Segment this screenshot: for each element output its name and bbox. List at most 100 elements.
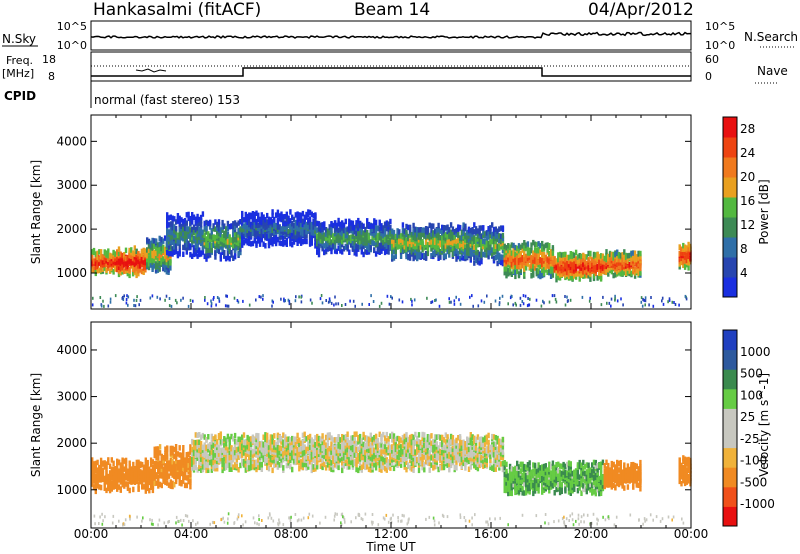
power-echo-cell	[573, 264, 576, 270]
power-echo-cell	[262, 223, 265, 229]
power-echo-cell	[357, 217, 360, 224]
power-echo-cell	[266, 224, 269, 230]
power-echo-cell	[591, 257, 594, 263]
power-echo-cell	[205, 240, 208, 246]
velocity-echo-cell	[169, 466, 172, 472]
velocity-echo-cell	[164, 474, 167, 481]
power-echo-cell	[369, 239, 372, 245]
power-echo-cell	[432, 250, 435, 256]
velocity-echo-cell	[210, 439, 213, 445]
power-echo-cell	[494, 238, 497, 245]
power-echo-cell	[391, 256, 394, 262]
power-echo-cell	[221, 246, 224, 252]
power-echo-cell	[249, 231, 253, 237]
velocity-echo-cell	[316, 433, 319, 440]
power-echo-cell	[124, 260, 128, 267]
power-echo-cell	[471, 240, 474, 246]
power-echo-cell	[308, 220, 312, 226]
velocity-echo-cell	[273, 454, 276, 460]
power-echo-cell	[533, 250, 537, 256]
velocity-echo-cell	[203, 447, 206, 453]
velocity-echo-cell	[182, 448, 185, 455]
power-echo-cell	[328, 224, 331, 230]
power-clutter-cell	[380, 301, 383, 305]
velocity-echo-cell	[185, 456, 188, 462]
velocity-echo-cell	[126, 468, 130, 474]
power-echo-cell	[223, 241, 226, 247]
power-echo-cell	[496, 260, 499, 267]
power-echo-cell	[138, 267, 142, 273]
power-echo-cell	[530, 266, 533, 273]
power-clutter-cell	[174, 298, 177, 302]
power-echo-cell	[349, 220, 353, 226]
power-clutter-cell	[652, 304, 655, 308]
power-echo-cell	[519, 262, 522, 268]
velocity-echo-cell	[123, 473, 126, 479]
power-echo-cell	[460, 229, 463, 236]
velocity-echo-cell	[339, 443, 342, 450]
velocity-echo-cell	[349, 454, 353, 461]
power-echo-cell	[142, 254, 145, 261]
velocity-echo-cell	[103, 475, 106, 482]
velocity-echo-cell	[212, 450, 215, 456]
velocity-echo-cell	[219, 455, 222, 462]
power-echo-cell	[494, 233, 497, 239]
power-echo-cell	[498, 242, 501, 248]
power-echo-cell	[133, 267, 136, 273]
velocity-echo-cell	[199, 447, 203, 453]
power-echo-cell	[503, 243, 506, 250]
power-echo-cell	[560, 252, 563, 258]
power-echo-cell	[419, 244, 422, 250]
power-clutter-cell	[564, 303, 567, 307]
velocity-echo-cell	[239, 450, 242, 457]
velocity-echo-cell	[296, 432, 299, 439]
velocity-echo-cell	[307, 434, 310, 441]
power-clutter-cell	[300, 300, 303, 304]
power-echo-cell	[107, 256, 110, 262]
power-echo-cell	[296, 237, 299, 243]
power-echo-cell	[366, 240, 369, 246]
power-echo-cell	[478, 230, 481, 236]
power-clutter-cell	[99, 296, 102, 299]
power-echo-cell	[580, 265, 583, 271]
velocity-echo-cell	[360, 451, 363, 457]
power-echo-cell	[198, 247, 201, 253]
velocity-echo-cell	[330, 435, 333, 441]
power-clutter-cell	[227, 304, 230, 308]
power-echo-cell	[414, 247, 417, 254]
power-echo-cell	[112, 255, 115, 261]
power-echo-cell	[316, 227, 319, 233]
power-clutter-cell	[426, 296, 428, 300]
power-echo-cell	[444, 246, 447, 252]
power-echo-cell	[637, 266, 640, 272]
power-echo-cell	[146, 247, 149, 253]
power-echo-cell	[339, 240, 342, 247]
power-clutter-cell	[648, 303, 650, 307]
power-echo-cell	[198, 238, 201, 244]
velocity-echo-cell	[378, 459, 381, 466]
power-clutter-cell	[341, 304, 343, 307]
velocity-echo-cell	[235, 439, 238, 445]
velocity-echo-cell	[235, 456, 238, 463]
velocity-echo-cell	[201, 451, 205, 457]
power-echo-cell	[537, 251, 540, 258]
velocity-echo-cell	[364, 442, 367, 449]
power-echo-cell	[362, 237, 365, 243]
power-echo-cell	[114, 251, 117, 257]
velocity-echo-cell	[332, 458, 335, 464]
power-echo-cell	[474, 228, 478, 235]
velocity-echo-cell	[249, 436, 253, 442]
velocity-echo-cell	[294, 440, 297, 447]
velocity-echo-cell	[323, 446, 326, 452]
power-echo-cell	[307, 209, 310, 215]
velocity-echo-cell	[328, 465, 331, 471]
power-echo-cell	[153, 257, 156, 264]
velocity-echo-cell	[326, 454, 330, 461]
power-echo-cell	[453, 238, 456, 244]
power-clutter-cell	[354, 304, 356, 308]
power-echo-cell	[462, 255, 465, 261]
power-echo-cell	[116, 255, 119, 261]
velocity-echo-cell	[235, 453, 238, 459]
freq-tick-bottom: 8	[48, 70, 55, 83]
velocity-echo-cell	[276, 459, 280, 465]
